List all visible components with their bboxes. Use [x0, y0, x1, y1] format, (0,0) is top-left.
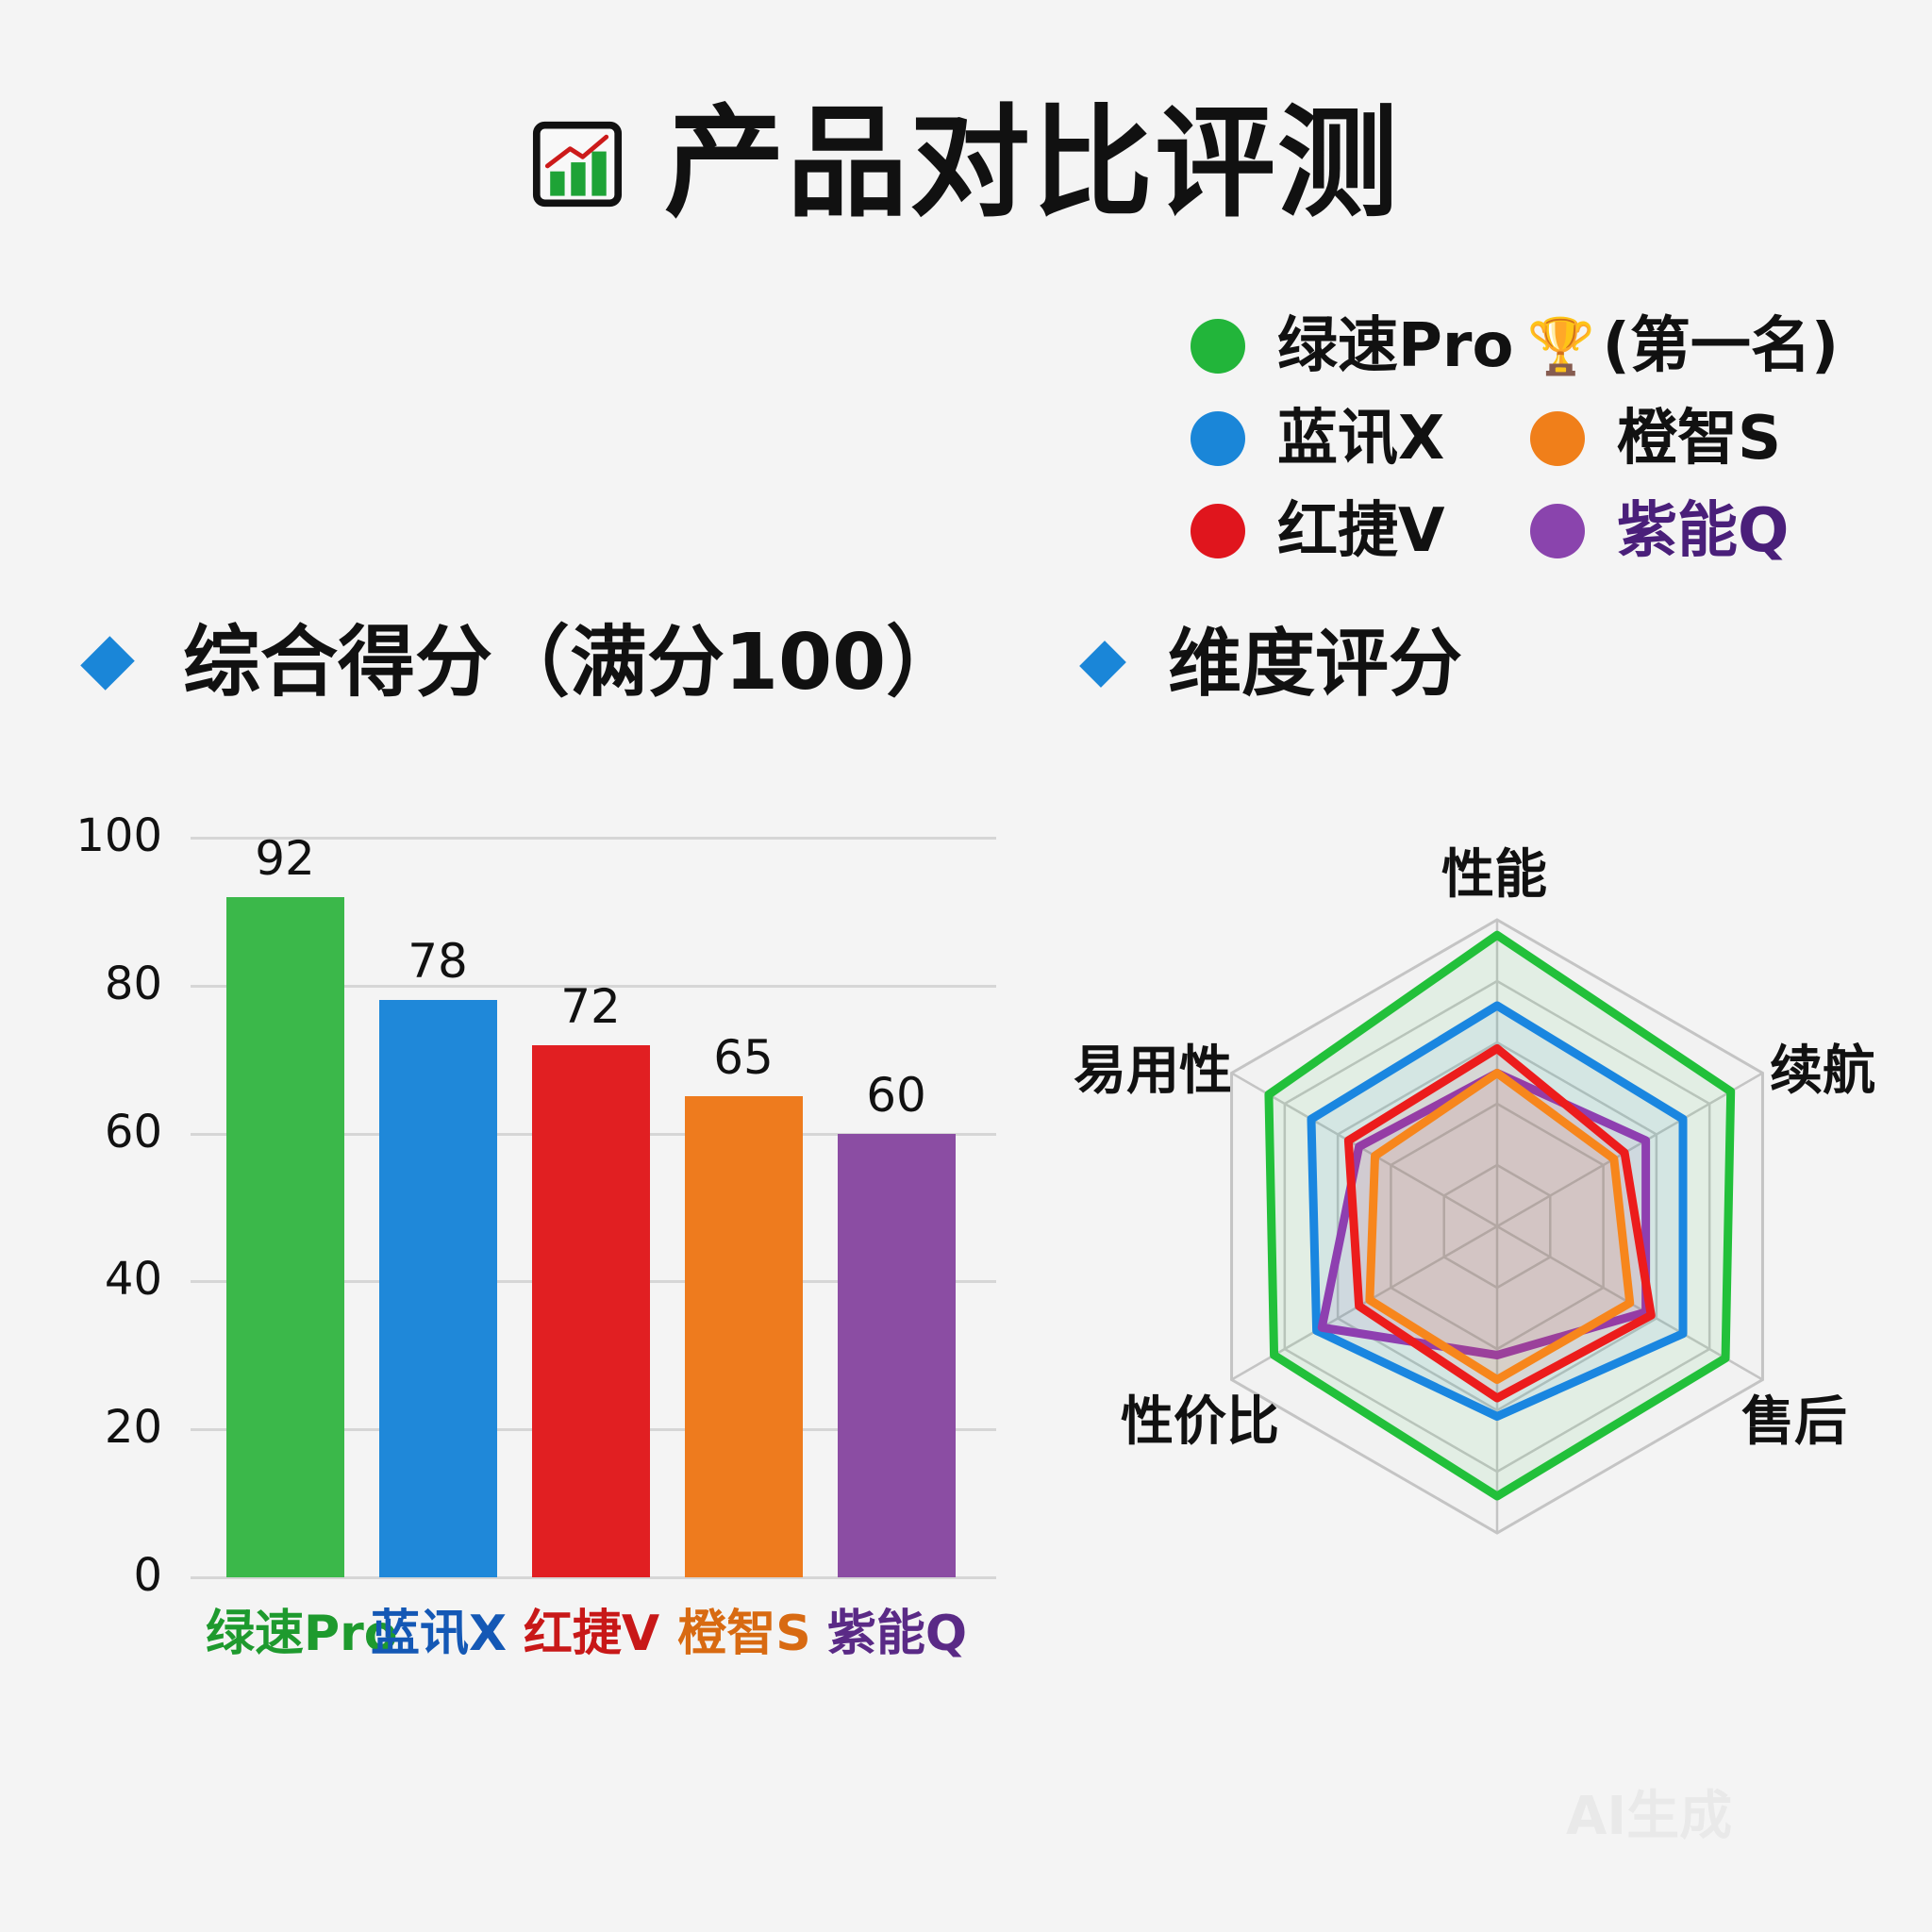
legend-item-lanxun-x: 蓝讯X	[1191, 408, 1530, 469]
legend-item-chengzhi-s: 橙智S	[1530, 408, 1870, 469]
bar	[379, 1000, 497, 1577]
legend-rank-note: (第一名)	[1602, 311, 1840, 381]
gridline	[191, 1576, 996, 1579]
gridline	[191, 837, 996, 840]
y-axis-tick-label: 100	[75, 809, 162, 862]
bar	[838, 1133, 956, 1577]
page-title: 产品对比评测	[663, 93, 1400, 234]
legend-swatch-red	[1191, 504, 1245, 558]
radar-series-橙智S	[1365, 1069, 1635, 1384]
legend-label: 蓝讯X	[1277, 404, 1445, 474]
y-axis-tick-label: 80	[104, 957, 162, 1010]
chart-trend-icon	[532, 121, 623, 208]
bar-value-label: 60	[866, 1067, 926, 1123]
legend-swatch-purple	[1530, 504, 1585, 558]
x-axis-category-label: 蓝讯X	[370, 1606, 508, 1662]
section-title: 维度评分	[1168, 622, 1463, 707]
bar	[685, 1096, 803, 1577]
radar-axis-label: 性价比	[1121, 1391, 1279, 1453]
bar-value-label: 92	[255, 830, 315, 886]
trophy-icon: 🏆	[1526, 313, 1595, 378]
legend-label: 紫能Q	[1617, 496, 1790, 566]
bar-value-label: 78	[408, 934, 468, 990]
page-header: 产品对比评测	[0, 104, 1932, 225]
bar	[226, 896, 344, 1577]
x-axis-category-label: 紫能Q	[826, 1606, 968, 1662]
y-axis-tick-label: 60	[104, 1105, 162, 1158]
legend-label: 绿速Pro	[1277, 311, 1514, 381]
y-axis-tick-label: 20	[104, 1401, 162, 1455]
x-axis-category-label: 红捷V	[523, 1606, 660, 1662]
chart-legend: 绿速Pro 🏆 (第一名) 蓝讯X 橙智S 红捷V 紫能Q	[1191, 300, 1870, 577]
legend-swatch-green	[1191, 319, 1245, 374]
y-axis-tick-label: 40	[104, 1253, 162, 1307]
x-axis-category-label: 绿速Pro	[206, 1606, 398, 1662]
bar-value-label: 72	[560, 978, 621, 1034]
section-title: 综合得分（满分100）	[183, 618, 964, 708]
radar-axis-label: 续航	[1770, 1041, 1875, 1102]
bar	[532, 1044, 650, 1577]
diamond-bullet-icon	[1079, 641, 1126, 688]
legend-item-zineng-q: 紫能Q	[1530, 501, 1870, 561]
legend-label: 红捷V	[1277, 496, 1445, 566]
gridline	[191, 984, 996, 988]
radar-axis-label: 易用性	[1074, 1041, 1232, 1102]
radar-axis-label: 售后	[1741, 1391, 1847, 1453]
watermark: AI生成	[1566, 1774, 1732, 1850]
section-heading-dimensions: 维度评分	[1079, 622, 1463, 707]
radar-series-紫能Q	[1317, 1069, 1651, 1359]
bar-value-label: 65	[713, 1030, 774, 1086]
radar-plot	[1230, 918, 1764, 1535]
radar-axis-label: 性能	[1441, 844, 1547, 906]
legend-swatch-blue	[1191, 411, 1245, 466]
legend-item-lvsu-pro: 绿速Pro 🏆 (第一名)	[1191, 314, 1839, 379]
diamond-bullet-icon	[80, 636, 135, 691]
y-axis-tick-label: 0	[133, 1549, 162, 1602]
section-heading-overall: 综合得分（满分100）	[80, 618, 964, 708]
radar-series-红捷V	[1343, 1044, 1656, 1403]
x-axis-category-label: 橙智S	[677, 1606, 811, 1662]
legend-swatch-orange	[1530, 411, 1585, 466]
legend-item-hongjie-v: 红捷V	[1191, 501, 1530, 561]
legend-label: 橙智S	[1617, 404, 1782, 474]
